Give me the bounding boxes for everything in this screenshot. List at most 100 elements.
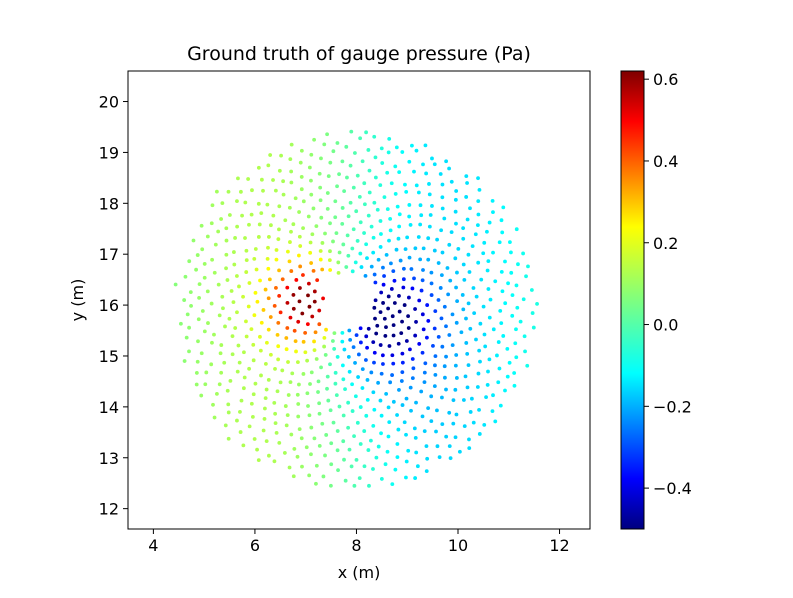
scatter-point bbox=[323, 353, 328, 357]
scatter-point bbox=[306, 404, 310, 408]
scatter-point bbox=[429, 293, 434, 297]
scatter-point bbox=[440, 182, 445, 187]
scatter-point bbox=[199, 223, 204, 228]
scatter-point bbox=[430, 156, 434, 161]
scatter-point bbox=[390, 373, 394, 377]
scatter-point bbox=[378, 343, 383, 347]
scatter-point bbox=[307, 413, 312, 418]
scatter-point bbox=[256, 458, 261, 463]
scatter-point bbox=[509, 270, 514, 275]
scatter-point bbox=[391, 269, 396, 274]
scatter-point bbox=[289, 432, 294, 437]
scatter-point bbox=[299, 175, 304, 179]
scatter-point bbox=[320, 421, 325, 426]
scatter-point bbox=[422, 380, 427, 384]
scatter-point bbox=[273, 188, 278, 193]
scatter-point bbox=[351, 185, 356, 190]
scatter-point bbox=[297, 382, 301, 387]
scatter-point bbox=[239, 189, 243, 194]
scatter-point bbox=[268, 153, 273, 157]
scatter-point bbox=[232, 262, 237, 267]
scatter-point bbox=[224, 238, 229, 243]
scatter-point bbox=[235, 224, 240, 229]
scatter-point bbox=[374, 331, 379, 336]
scatter-point bbox=[348, 337, 353, 342]
scatter-point bbox=[438, 172, 443, 176]
scatter-point bbox=[340, 330, 345, 335]
scatter-point bbox=[257, 222, 262, 227]
scatter-point bbox=[325, 132, 329, 137]
scatter-point bbox=[253, 247, 258, 251]
scatter-point bbox=[354, 333, 359, 338]
scatter-point bbox=[231, 300, 236, 305]
scatter-point bbox=[421, 246, 426, 251]
scatter-point bbox=[381, 282, 386, 287]
scatter-point bbox=[297, 234, 302, 239]
scatter-point bbox=[518, 319, 523, 324]
scatter-point bbox=[379, 413, 384, 418]
scatter-point bbox=[453, 197, 458, 202]
scatter-point bbox=[341, 413, 346, 418]
scatter-point bbox=[235, 274, 239, 278]
scatter-point bbox=[367, 168, 372, 173]
scatter-point bbox=[466, 363, 471, 367]
scatter-point bbox=[442, 216, 447, 221]
scatter-point bbox=[384, 252, 389, 257]
scatter-point bbox=[215, 391, 219, 396]
scatter-point bbox=[432, 248, 437, 253]
scatter-point bbox=[252, 256, 257, 261]
colorbar bbox=[620, 70, 645, 530]
colorbar-tick-label: −0.4 bbox=[653, 479, 692, 498]
scatter-point bbox=[244, 270, 249, 274]
scatter-point bbox=[491, 327, 496, 332]
scatter-point bbox=[464, 174, 469, 179]
scatter-point bbox=[202, 262, 207, 266]
scatter-point bbox=[209, 221, 214, 226]
scatter-point bbox=[390, 314, 395, 319]
scatter-point bbox=[241, 294, 245, 299]
scatter-point bbox=[265, 256, 270, 261]
scatter-point bbox=[467, 437, 471, 442]
scatter-point bbox=[320, 241, 325, 245]
scatter-point bbox=[277, 268, 281, 273]
scatter-point bbox=[476, 176, 480, 181]
scatter-point bbox=[273, 421, 278, 426]
scatter-point bbox=[326, 174, 331, 179]
scatter-point bbox=[357, 194, 362, 199]
scatter-point bbox=[272, 459, 277, 464]
y-tick-label: 18 bbox=[99, 194, 119, 213]
scatter-point bbox=[392, 301, 397, 305]
scatter-point bbox=[525, 363, 530, 368]
scatter-point bbox=[280, 368, 285, 373]
scatter-point bbox=[244, 319, 248, 324]
scatter-point bbox=[265, 340, 269, 345]
scatter-point bbox=[328, 249, 332, 254]
scatter-point bbox=[503, 301, 508, 306]
scatter-point bbox=[402, 420, 407, 425]
scatter-point bbox=[364, 413, 369, 418]
scatter-point bbox=[382, 274, 386, 278]
scatter-point bbox=[247, 281, 252, 285]
scatter-point bbox=[315, 278, 320, 283]
scatter-point bbox=[340, 206, 345, 210]
scatter-point bbox=[379, 290, 384, 295]
scatter-point bbox=[325, 207, 330, 211]
scatter-point bbox=[213, 242, 218, 247]
scatter-point bbox=[307, 304, 312, 309]
scatter-point bbox=[404, 189, 409, 194]
scatter-point bbox=[397, 212, 402, 217]
scatter-point bbox=[378, 398, 383, 403]
x-tick-label: 8 bbox=[351, 536, 361, 555]
scatter-point bbox=[328, 408, 333, 413]
scatter-point bbox=[373, 280, 378, 285]
scatter-point bbox=[344, 265, 349, 269]
scatter-point bbox=[426, 319, 431, 323]
scatter-point bbox=[336, 468, 340, 473]
scatter-point bbox=[317, 411, 322, 416]
scatter-point bbox=[373, 175, 378, 180]
scatter-point bbox=[287, 465, 292, 470]
scatter-point bbox=[249, 401, 254, 406]
scatter-point bbox=[362, 181, 367, 186]
scatter-point bbox=[453, 435, 458, 440]
scatter-point bbox=[283, 218, 288, 223]
